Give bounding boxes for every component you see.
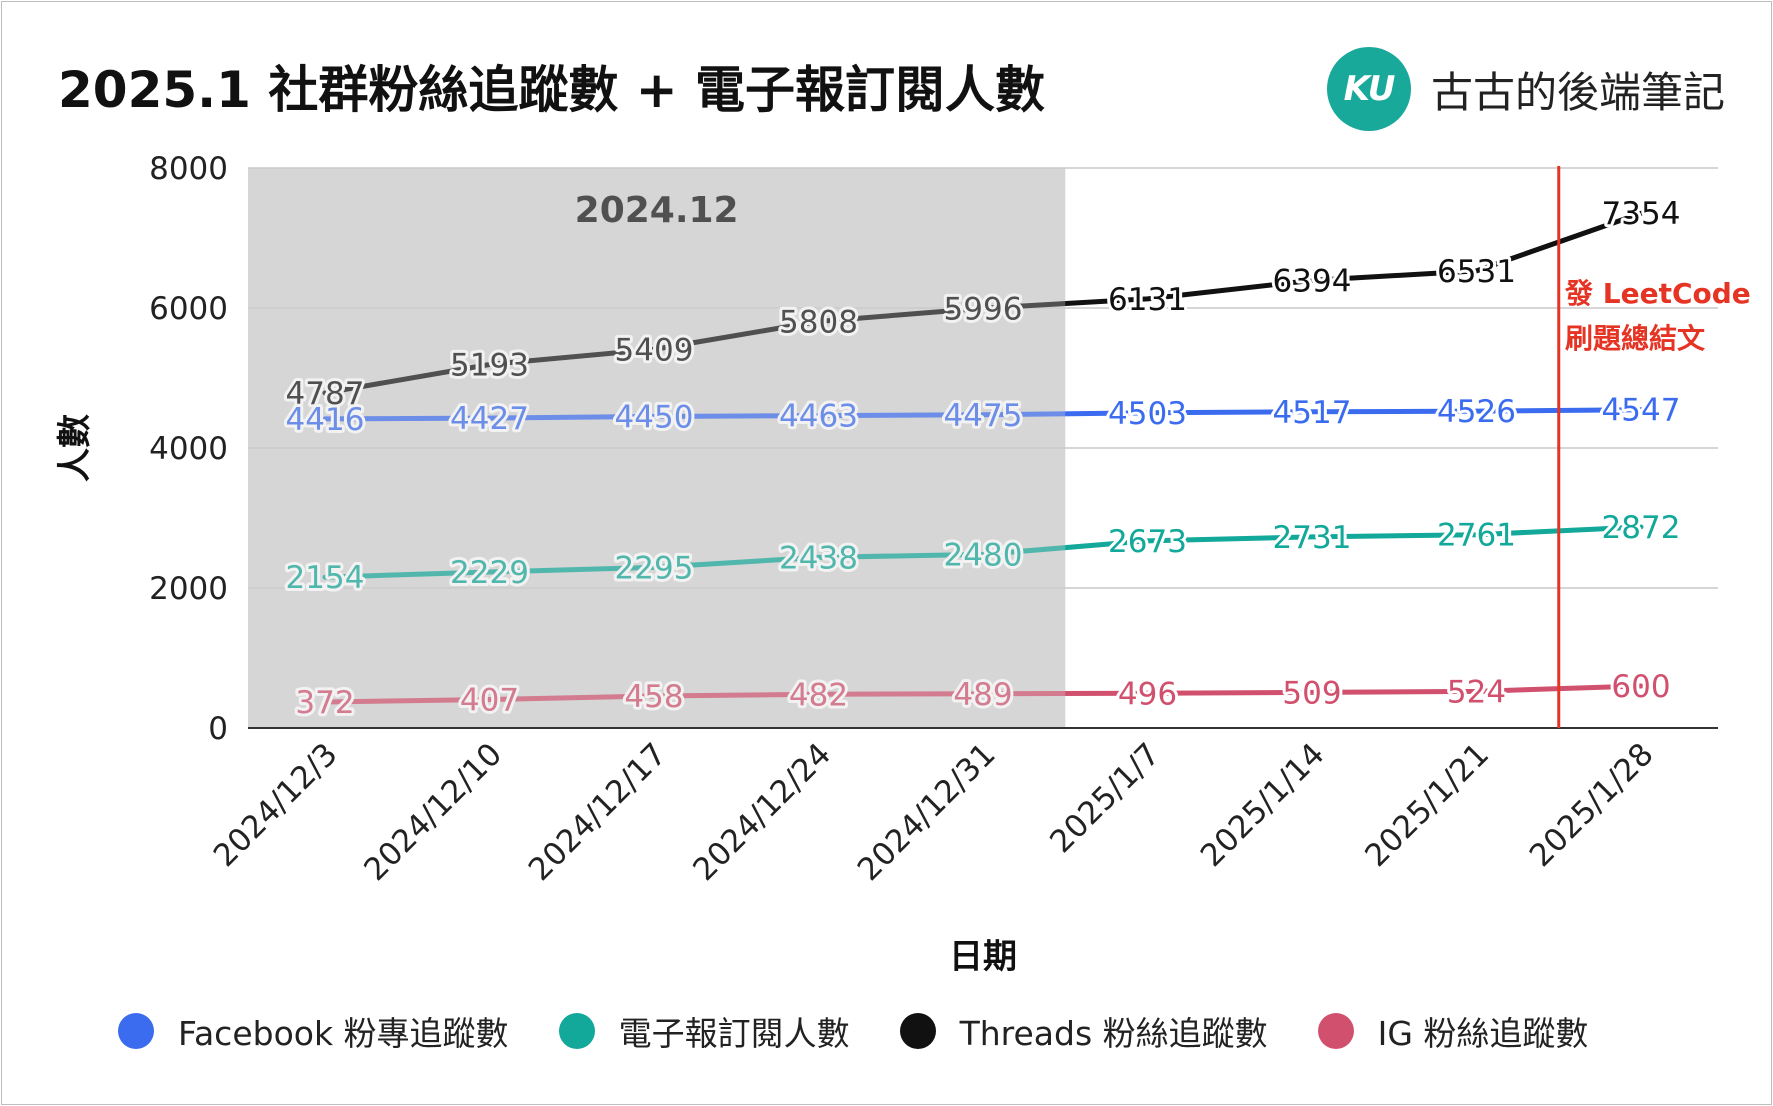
legend-dot-icon — [899, 1013, 936, 1049]
brand-logo-icon: KU — [1327, 47, 1411, 131]
annotation-label: 刷題總結文 — [1565, 322, 1705, 355]
data-label: 372 — [295, 685, 354, 721]
data-label: 458 — [624, 679, 683, 715]
data-label: 4463 — [779, 399, 858, 435]
data-label: 2154 — [286, 560, 365, 596]
x-tick-label: 2024/12/3 — [207, 736, 345, 874]
data-label: 5996 — [944, 291, 1023, 327]
x-tick-label: 2024/12/24 — [686, 736, 838, 888]
data-label: 2872 — [1602, 510, 1681, 546]
y-tick-label: 4000 — [149, 431, 228, 467]
data-label: 4787 — [286, 376, 365, 412]
legend-label: Facebook 粉專追蹤數 — [178, 1014, 509, 1053]
x-tick-label: 2025/1/21 — [1358, 736, 1496, 874]
data-label: 2480 — [944, 537, 1023, 573]
data-label: 5409 — [615, 332, 694, 368]
data-label: 600 — [1611, 669, 1670, 705]
x-tick-label: 2024/12/31 — [851, 736, 1003, 888]
x-tick-label: 2025/1/28 — [1523, 736, 1661, 874]
data-label: 5808 — [779, 304, 858, 340]
data-label: 4450 — [615, 400, 694, 436]
x-tick-label: 2025/1/7 — [1043, 736, 1167, 860]
data-label: 6131 — [1108, 282, 1187, 318]
data-label: 2673 — [1108, 524, 1187, 560]
legend-item-2: Threads 粉絲追蹤數 — [899, 1007, 1268, 1055]
annotation-label: 發 LeetCode — [1564, 277, 1751, 310]
data-label: 7354 — [1602, 196, 1681, 232]
legend-dot-icon — [558, 1013, 595, 1049]
y-tick-label: 0 — [208, 711, 228, 747]
legend-dot-icon — [118, 1013, 154, 1049]
data-label: 4503 — [1108, 396, 1187, 432]
x-tick-label: 2024/12/10 — [357, 736, 509, 888]
data-label: 489 — [953, 677, 1012, 713]
chart-legend: Facebook 粉專追蹤數 電子報訂閱人數 Threads 粉絲追蹤數 IG 粉絲追… — [118, 1008, 1638, 1054]
series-line-3 — [322, 683, 1644, 705]
data-label: 4547 — [1602, 393, 1681, 429]
data-label: 6394 — [1273, 263, 1352, 299]
series-line-1 — [322, 524, 1644, 580]
data-label: 496 — [1118, 676, 1177, 712]
highlight-overlay — [248, 168, 1066, 726]
highlight-region-label: 2024.12 — [575, 190, 739, 231]
legend-label: Threads 粉絲追蹤數 — [959, 1014, 1268, 1053]
data-label: 509 — [1282, 675, 1341, 711]
legend-item-1: 電子報訂閱人數 — [558, 1007, 850, 1055]
data-label: 2229 — [450, 555, 529, 591]
x-axis-label: 日期 — [949, 937, 1017, 977]
series-line-0 — [322, 407, 1644, 422]
x-tick-label: 2024/12/17 — [522, 736, 674, 888]
data-label: 4427 — [450, 401, 529, 437]
data-label: 524 — [1447, 674, 1506, 710]
legend-item-3: IG 粉絲追蹤數 — [1317, 1007, 1589, 1055]
brand-name: 古古的後端筆記 — [1431, 67, 1726, 117]
legend-label: IG 粉絲追蹤數 — [1377, 1014, 1589, 1053]
y-axis-label: 人數 — [55, 414, 95, 482]
y-tick-label: 8000 — [149, 151, 228, 187]
data-label: 5193 — [450, 347, 529, 383]
y-tick-label: 6000 — [149, 291, 228, 327]
series-line-2 — [322, 210, 1644, 396]
data-label: 2731 — [1273, 520, 1352, 556]
legend-item-0: Facebook 粉專追蹤數 — [118, 1007, 509, 1055]
data-label: 2761 — [1437, 518, 1516, 554]
data-label: 407 — [460, 683, 519, 719]
data-label: 2438 — [779, 540, 858, 576]
chart-title: 2025.1 社群粉絲追蹤數 + 電子報訂閱人數 — [58, 61, 1046, 119]
data-label: 482 — [789, 677, 848, 713]
legend-label: 電子報訂閱人數 — [618, 1014, 850, 1053]
data-label: 4475 — [944, 398, 1023, 434]
legend-dot-icon — [1317, 1013, 1354, 1049]
brand: KU 古古的後端筆記 — [1327, 46, 1725, 132]
data-label: 4517 — [1273, 395, 1352, 431]
data-label: 4416 — [286, 402, 365, 438]
data-label: 2295 — [615, 550, 694, 586]
y-tick-label: 2000 — [149, 571, 228, 607]
data-label: 6531 — [1437, 254, 1516, 290]
data-label: 4526 — [1437, 394, 1516, 430]
x-tick-label: 2025/1/14 — [1194, 736, 1332, 874]
